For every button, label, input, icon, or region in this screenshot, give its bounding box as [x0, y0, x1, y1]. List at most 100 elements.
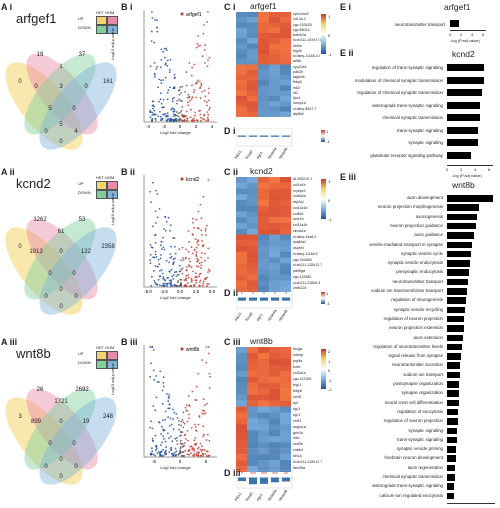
volcano-point: [159, 270, 161, 272]
go-bar: [447, 139, 478, 146]
heatmap-cell: [269, 75, 280, 81]
volcano-point: [188, 258, 190, 260]
volcano-point: [154, 434, 157, 437]
volcano-point: [152, 369, 155, 372]
volcano-point: [167, 416, 169, 418]
color-scale-tick: -1: [328, 217, 332, 222]
volcano-point: [190, 452, 192, 455]
heatmap-cell: [236, 75, 247, 81]
heatmap-row-label: zgc:112982: [293, 274, 312, 279]
heatmap-cell: [236, 454, 247, 461]
volcano-point: [151, 111, 154, 114]
heatmap-cell: [280, 111, 291, 117]
volcano-point: [169, 118, 172, 120]
volcano-point: [169, 86, 171, 89]
volcano-point: [177, 112, 180, 115]
go-bar: [447, 241, 473, 248]
condition-label: foxa0: [244, 148, 254, 160]
go-term: neuron projection morphogenesis: [377, 204, 443, 210]
condition-label: npas4b: [277, 488, 289, 502]
color-scale-tick: 0: [328, 368, 331, 373]
heatmap-cell: [247, 424, 258, 431]
x-axis-label: -log (P.adj value): [452, 173, 482, 178]
heatmap-cell: [258, 448, 269, 455]
heatmap-cell: [247, 85, 258, 91]
heatmap-cell: [280, 33, 291, 39]
volcano-point: [199, 87, 201, 90]
gene-title: arfgef1: [16, 11, 57, 26]
heatmap-cell: [258, 352, 269, 360]
volcano-point: [207, 257, 209, 259]
volcano-point: [168, 270, 171, 273]
volcano-point: [206, 224, 208, 227]
volcano-point: [164, 440, 167, 443]
strip-bar: [260, 135, 268, 137]
volcano-point: [176, 102, 178, 105]
volcano-point: [195, 281, 198, 284]
volcano-point: [153, 62, 156, 64]
heatmap-row-label: mbmp: [293, 353, 303, 358]
go-term: synaptic signaling: [408, 140, 443, 145]
volcano-point: [195, 218, 198, 221]
volcano-point: [150, 246, 153, 249]
volcano-point: [179, 111, 182, 114]
volcano-point: [178, 93, 181, 96]
heatmap-cell: [269, 263, 280, 270]
go-bar: [447, 492, 454, 500]
volcano-point: [166, 91, 169, 94]
heatmap-cell: [269, 106, 280, 112]
go-bar: [447, 418, 458, 425]
volcano-point: [207, 118, 209, 121]
volcano-point: [189, 445, 191, 448]
volcano-point: [168, 279, 171, 282]
volcano-point: [204, 404, 206, 407]
venn-count: 2692: [75, 387, 89, 393]
volcano-point: [162, 419, 164, 422]
volcano-plot: arfgef1 -4 -2 0 2 4: [143, 10, 217, 129]
volcano-point: [205, 119, 208, 122]
heatmap-cell: [247, 286, 258, 292]
volcano-point: [207, 113, 210, 116]
heatmap-cell: [269, 182, 280, 189]
heatmap-cell: [269, 269, 280, 275]
heatmap-cell: [236, 376, 247, 383]
volcano-point: [183, 442, 186, 444]
heatmap-cell: [247, 69, 258, 76]
heatmap-cell: [236, 59, 247, 65]
heatmap-cell: [280, 382, 291, 389]
heatmap-cell: [269, 370, 280, 377]
go-term: neurotransmitter transport: [394, 22, 445, 27]
venn-diagram: 1262 53 2358 61 1013 122 0 0 0 0 0 0 0 0: [5, 217, 117, 315]
significance-stars: *: [274, 292, 276, 298]
volcano-point: [170, 285, 172, 287]
heatmap-cell: [280, 406, 291, 413]
go-title: kcnd2: [452, 49, 475, 59]
volcano-point: [162, 114, 165, 116]
go-bar: [447, 390, 459, 397]
panel-label: A i: [1, 2, 13, 12]
heatmap-cell: [269, 460, 280, 467]
heatmap-cell: [258, 358, 269, 366]
volcano-point: [164, 215, 167, 218]
volcano-point: [149, 111, 151, 113]
heatmap-cell: [247, 228, 258, 235]
heatmap-cell: [269, 347, 280, 354]
volcano-point: [180, 431, 182, 434]
panel-label: A iii: [1, 337, 18, 347]
volcano-point: [180, 279, 182, 281]
volcano-point: [151, 100, 154, 103]
go-term: calcium-ion regulated exocytosis: [379, 492, 443, 498]
heatmap-cell: [280, 80, 291, 86]
legend-up: UP: [78, 181, 84, 186]
color-scale-tick: -1: [328, 377, 332, 383]
volcano-point: [186, 119, 189, 122]
volcano-point: [178, 428, 181, 431]
venn-count: 0: [72, 441, 76, 447]
volcano-point: [179, 118, 182, 121]
volcano-point: [150, 453, 153, 456]
heatmap-row-label: col5a2a: [293, 194, 306, 199]
volcano-point: [193, 450, 195, 452]
venn-count: 19: [37, 52, 44, 58]
volcano-point: [164, 56, 166, 59]
x-tick-label: 6: [482, 32, 485, 37]
